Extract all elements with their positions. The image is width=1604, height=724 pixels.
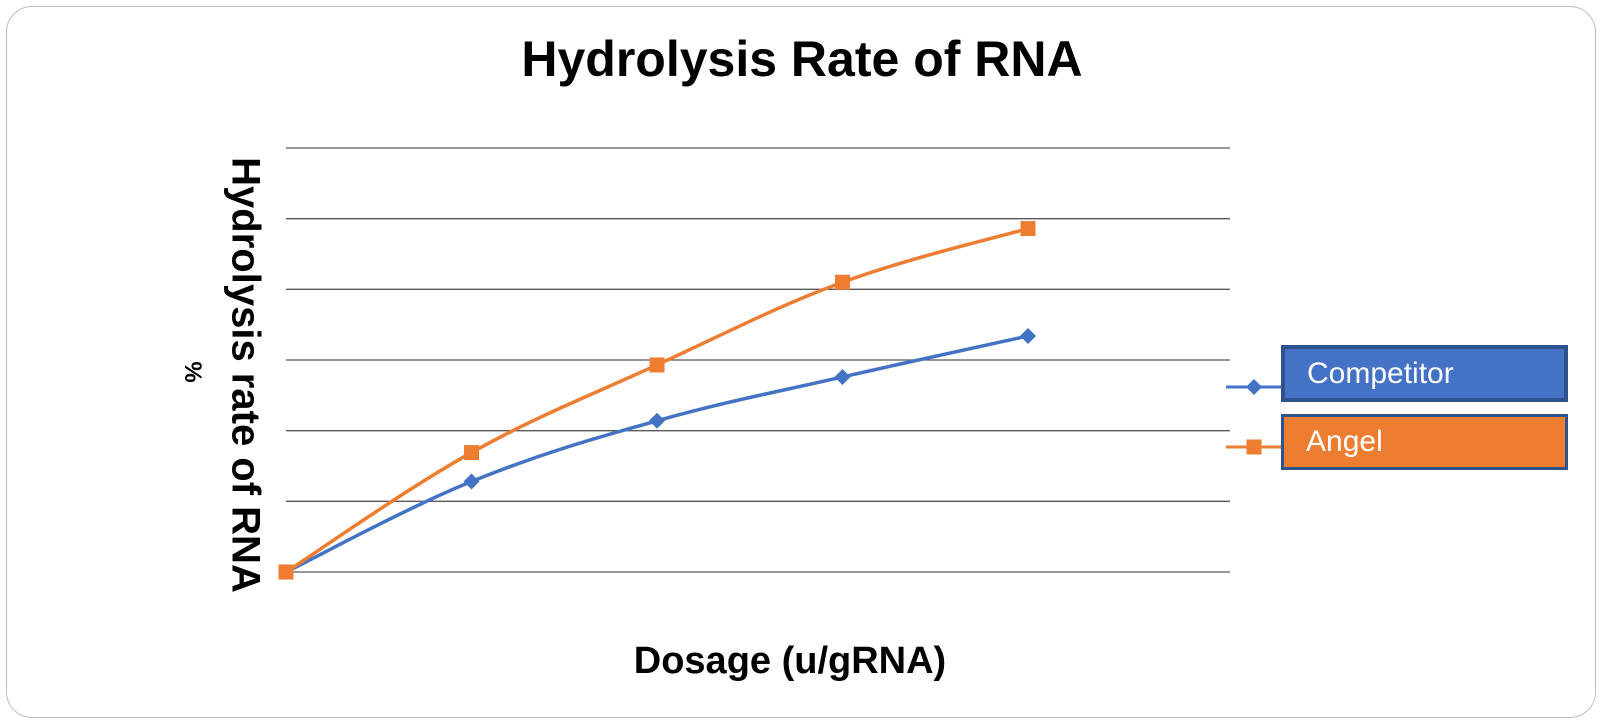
legend-entry-competitor: Competitor — [1281, 345, 1568, 402]
legend-key-marker-angel — [1246, 439, 1262, 455]
y-axis-label: Hydrolysis rate of RNA — [223, 157, 268, 593]
data-point-competitor — [834, 368, 851, 385]
data-point-angel — [649, 357, 665, 373]
legend-entry-angel: Angel — [1281, 414, 1568, 470]
data-point-competitor — [1020, 327, 1036, 344]
legend-key-marker-competitor — [1246, 379, 1262, 395]
data-point-angel — [1020, 221, 1036, 237]
legend-label-angel: Angel — [1306, 425, 1383, 458]
y-axis-unit: % — [179, 361, 206, 383]
data-point-competitor — [463, 473, 480, 490]
x-axis-label: Dosage (u/gRNA) — [633, 640, 947, 682]
data-point-angel — [278, 564, 294, 580]
chart-title: Hydrolysis Rate of RNA — [521, 31, 1083, 87]
data-point-angel — [835, 274, 850, 290]
legend-label-competitor: Competitor — [1307, 356, 1454, 390]
data-point-competitor — [649, 412, 665, 429]
data-point-angel — [464, 445, 479, 461]
series-line-angel — [285, 226, 1029, 574]
